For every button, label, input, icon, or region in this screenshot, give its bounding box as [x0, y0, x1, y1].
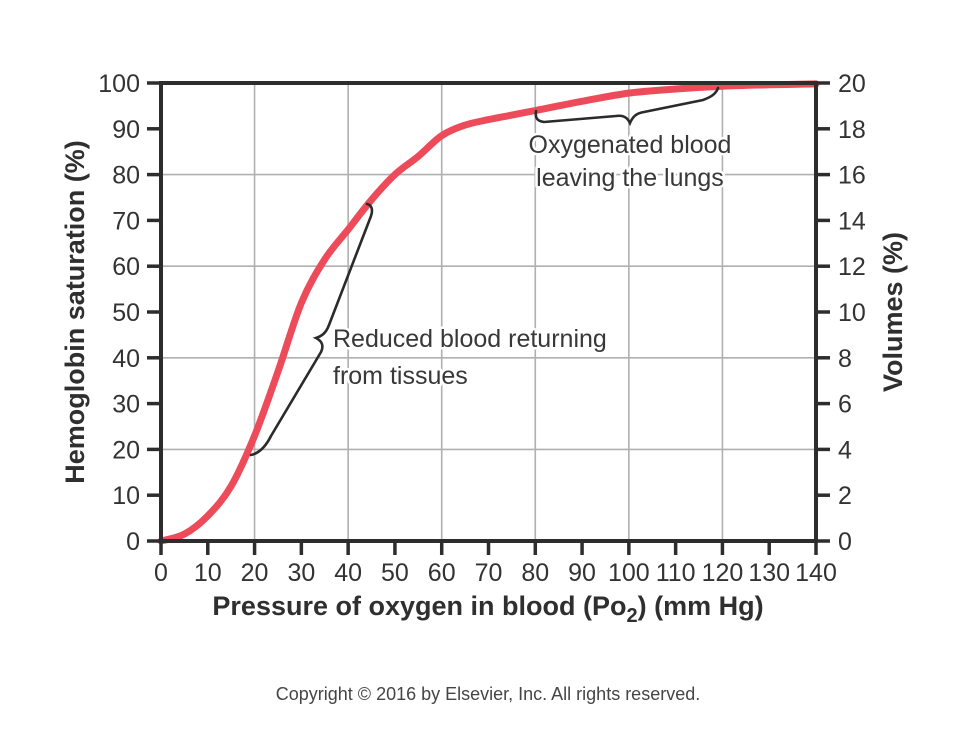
x-tick-label: 10	[194, 559, 222, 587]
x-axis-label-subscript: 2	[626, 605, 637, 627]
x-axis-label: Pressure of oxygen in blood (Po2) (mm Hg…	[212, 591, 763, 627]
x-axis-label-pre: Pressure of oxygen in blood (Po	[212, 591, 626, 621]
y-left-tick-label: 30	[112, 391, 140, 419]
y-right-tick-label: 8	[838, 345, 852, 373]
x-tick-label: 20	[241, 559, 269, 587]
x-tick-label: 130	[748, 559, 790, 587]
y-right-tick-label: 20	[838, 70, 866, 98]
y-left-tick-label: 100	[98, 70, 140, 98]
brace-reduced-blood	[249, 202, 374, 457]
y-right-tick-label: 4	[838, 436, 852, 464]
x-tick-label: 60	[428, 559, 456, 587]
y-left-tick-label: 10	[112, 482, 140, 510]
annotation-oxygenated-line1: Oxygenated blood	[529, 131, 732, 159]
y-right-tick-label: 10	[838, 299, 866, 327]
x-tick-label: 100	[608, 559, 650, 587]
saturation-curve	[157, 80, 820, 545]
brace-oxygenated-blood	[534, 86, 720, 127]
x-tick-label: 140	[795, 559, 837, 587]
y-right-tick-label: 14	[838, 207, 866, 235]
y-right-tick-label: 0	[838, 528, 852, 556]
y-left-tick-label: 20	[112, 436, 140, 464]
y-left-tick-label: 0	[126, 528, 140, 556]
x-axis-label-post: ) (mm Hg)	[638, 591, 764, 621]
annotation-reduced-line2: from tissues	[333, 362, 468, 390]
tick-labels: 0 10 20 30 40 50 60 70 80 90 100 110 120 130 140010203…	[98, 70, 866, 587]
x-tick-label: 80	[521, 559, 549, 587]
y-right-tick-label: 6	[838, 391, 852, 419]
y-left-tick-label: 70	[112, 207, 140, 235]
x-tick-label: 90	[568, 559, 596, 587]
x-tick-label: 50	[381, 559, 409, 587]
x-tick-label: 30	[287, 559, 315, 587]
y-left-tick-label: 90	[112, 116, 140, 144]
grid-lines	[161, 83, 816, 541]
annotation-oxygenated-line2: leaving the lungs	[536, 164, 724, 192]
x-tick-label: 0	[154, 559, 168, 587]
y-left-tick-label: 60	[112, 253, 140, 281]
x-tick-label: 40	[334, 559, 362, 587]
x-tick-label: 110	[656, 559, 696, 587]
y-left-tick-label: 40	[112, 345, 140, 373]
y-right-tick-label: 18	[838, 116, 866, 144]
y-right-tick-label: 16	[838, 162, 866, 190]
annotation-reduced-line1: Reduced blood returning	[333, 325, 607, 353]
y-axis-label-right: Volumes (%)	[878, 232, 908, 392]
y-axis-label-left: Hemoglobin saturation (%)	[60, 140, 90, 484]
x-tick-label: 120	[702, 559, 744, 587]
y-right-tick-label: 2	[838, 482, 852, 510]
copyright-notice: Copyright © 2016 by Elsevier, Inc. All r…	[276, 684, 700, 704]
y-left-tick-label: 80	[112, 162, 140, 190]
curve-oxygen-hemoglobin-dissociation-curve	[157, 80, 820, 545]
x-tick-label: 70	[475, 559, 503, 587]
y-left-tick-label: 50	[112, 299, 140, 327]
axis-ticks	[147, 81, 830, 555]
y-right-tick-label: 12	[838, 253, 866, 281]
